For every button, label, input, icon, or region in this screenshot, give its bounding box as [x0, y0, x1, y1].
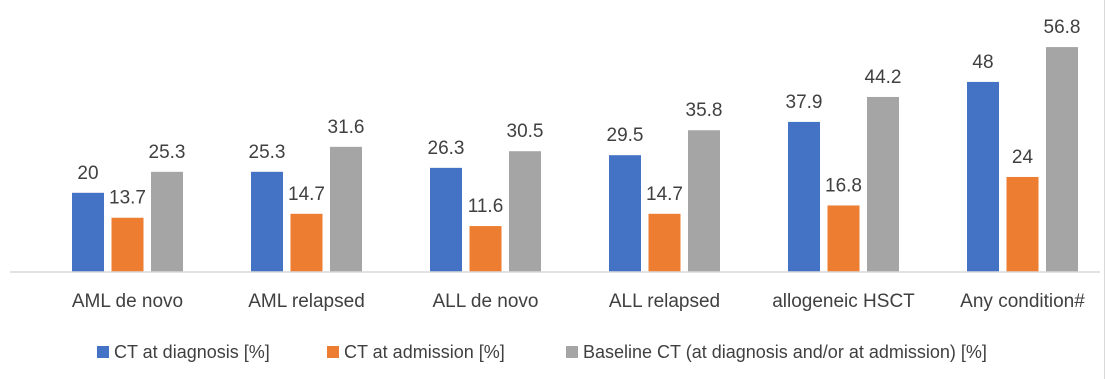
bar-any-condition-series-3 — [1046, 47, 1078, 273]
bar-any-condition-series-2 — [1006, 176, 1039, 272]
data-label-all-relapsed-series-2: 14.7 — [646, 184, 683, 205]
legend-label-series-2: CT at admission [%] — [344, 342, 505, 362]
bar-any-condition-series-1 — [967, 81, 999, 272]
bar-all-de-novo-series-3 — [509, 151, 541, 272]
bar-allogeneic-hsct-series-3 — [867, 96, 899, 272]
category-label-allogeneic-hsct: allogeneic HSCT — [772, 291, 915, 312]
data-label-allogeneic-hsct-series-2: 16.8 — [825, 175, 862, 196]
category-label-aml-de-novo: AML de novo — [72, 291, 183, 312]
data-label-all-de-novo-series-1: 26.3 — [428, 138, 465, 159]
legend-label-series-1: CT at diagnosis [%] — [114, 342, 270, 362]
bars-layer — [72, 47, 1078, 273]
legend-swatch-series-3 — [566, 346, 578, 358]
bar-all-relapsed-series-1 — [609, 155, 641, 272]
legend-swatch-series-1 — [97, 346, 109, 358]
data-label-aml-de-novo-series-1: 20 — [77, 163, 98, 184]
bar-all-de-novo-series-1 — [430, 167, 462, 272]
data-label-any-condition-series-1: 48 — [972, 52, 993, 73]
data-label-allogeneic-hsct-series-3: 44.2 — [865, 67, 902, 88]
data-label-aml-de-novo-series-2: 13.7 — [109, 188, 146, 209]
category-label-all-relapsed: ALL relapsed — [609, 291, 720, 312]
legend: CT at diagnosis [%] CT at admission [%] Ba… — [97, 342, 987, 362]
bar-aml-de-novo-series-3 — [151, 171, 183, 272]
bar-aml-relapsed-series-3 — [330, 146, 362, 272]
legend-swatch-series-2 — [327, 346, 339, 358]
data-label-all-de-novo-series-3: 30.5 — [507, 121, 544, 142]
data-label-aml-relapsed-series-2: 14.7 — [288, 184, 325, 205]
data-label-all-relapsed-series-1: 29.5 — [607, 125, 644, 146]
data-label-aml-relapsed-series-1: 25.3 — [249, 142, 286, 163]
bar-aml-de-novo-series-2 — [111, 217, 144, 272]
bar-allogeneic-hsct-series-1 — [788, 121, 820, 272]
category-label-aml-relapsed: AML relapsed — [248, 291, 365, 312]
category-label-any-condition: Any condition# — [960, 291, 1085, 312]
data-label-all-relapsed-series-3: 35.8 — [686, 100, 723, 121]
bar-all-de-novo-series-2 — [469, 226, 502, 272]
bar-allogeneic-hsct-series-2 — [827, 205, 860, 272]
data-label-aml-relapsed-series-3: 31.6 — [328, 117, 365, 138]
bar-all-relapsed-series-3 — [688, 130, 720, 272]
category-label-all-de-novo: ALL de novo — [433, 291, 539, 312]
data-label-allogeneic-hsct-series-1: 37.9 — [786, 92, 823, 113]
data-label-any-condition-series-2: 24 — [1012, 147, 1034, 168]
bar-all-relapsed-series-2 — [648, 213, 681, 272]
legend-label-series-3: Baseline CT (at diagnosis and/or at admi… — [583, 342, 987, 362]
bar-aml-relapsed-series-1 — [251, 171, 283, 272]
bar-aml-relapsed-series-2 — [290, 213, 323, 272]
data-label-any-condition-series-3: 56.8 — [1044, 17, 1081, 38]
data-label-all-de-novo-series-2: 11.6 — [468, 196, 504, 217]
bar-aml-de-novo-series-1 — [72, 192, 104, 272]
data-label-aml-de-novo-series-3: 25.3 — [149, 142, 186, 163]
